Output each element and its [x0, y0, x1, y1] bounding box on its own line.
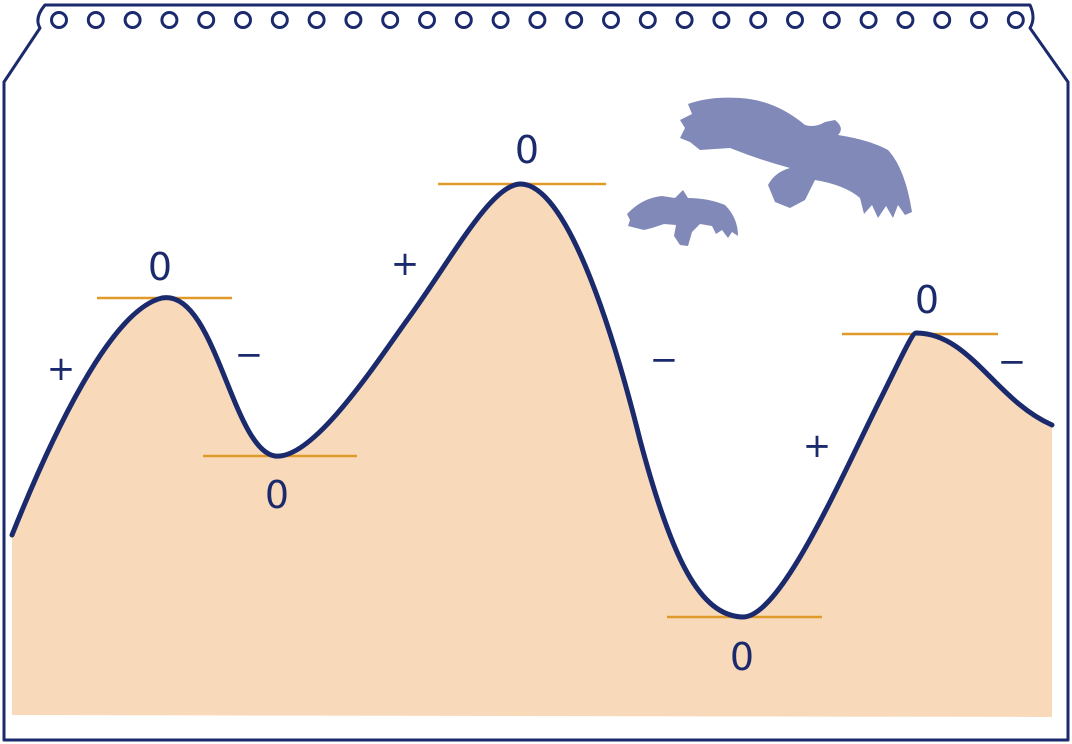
eagle-silhouette-large-icon [680, 97, 912, 218]
binding-ring [1006, 11, 1025, 29]
binding-ring [491, 11, 510, 29]
spiral-binding-rings-icon [50, 11, 1025, 29]
binding-ring [970, 11, 988, 29]
sign-label-1: + [47, 349, 76, 389]
sign-label-4: − [650, 340, 679, 380]
binding-ring [234, 11, 252, 29]
binding-ring [454, 11, 473, 29]
binding-ring [638, 11, 657, 29]
binding-ring [381, 11, 400, 29]
sign-label-6: − [998, 342, 1027, 382]
binding-ring [123, 11, 142, 29]
binding-ring [344, 11, 363, 29]
binding-ring [749, 11, 768, 29]
function-curve [9, 181, 1055, 620]
binding-ring [712, 11, 731, 29]
sign-label-3: + [391, 244, 420, 284]
binding-ring [50, 11, 68, 29]
binding-ring [896, 11, 915, 29]
binding-ring [675, 11, 694, 29]
binding-ring [786, 11, 804, 29]
zero-label-1: 0 [148, 245, 172, 289]
sign-labels: + − + − + − [47, 244, 1027, 466]
hill-area [12, 183, 1052, 717]
sign-label-5: + [803, 426, 832, 466]
zero-label-5: 0 [915, 278, 939, 322]
binding-ring [160, 11, 179, 29]
zero-label-4: 0 [730, 635, 754, 679]
zero-slope-labels: 0 0 0 0 0 [148, 128, 939, 679]
binding-ring [859, 11, 878, 29]
binding-ring [933, 11, 952, 29]
sign-label-2: − [235, 335, 264, 375]
zero-label-2: 0 [265, 473, 289, 517]
binding-ring [86, 11, 105, 29]
binding-ring [528, 11, 547, 29]
binding-ring [565, 11, 584, 29]
binding-ring [822, 11, 841, 29]
binding-ring [602, 11, 620, 29]
binding-ring [197, 11, 216, 29]
binding-ring [418, 11, 436, 29]
zero-label-3: 0 [515, 128, 539, 172]
eagle-silhouette-small-icon [627, 190, 738, 246]
binding-ring [270, 11, 289, 29]
binding-ring [307, 11, 326, 29]
